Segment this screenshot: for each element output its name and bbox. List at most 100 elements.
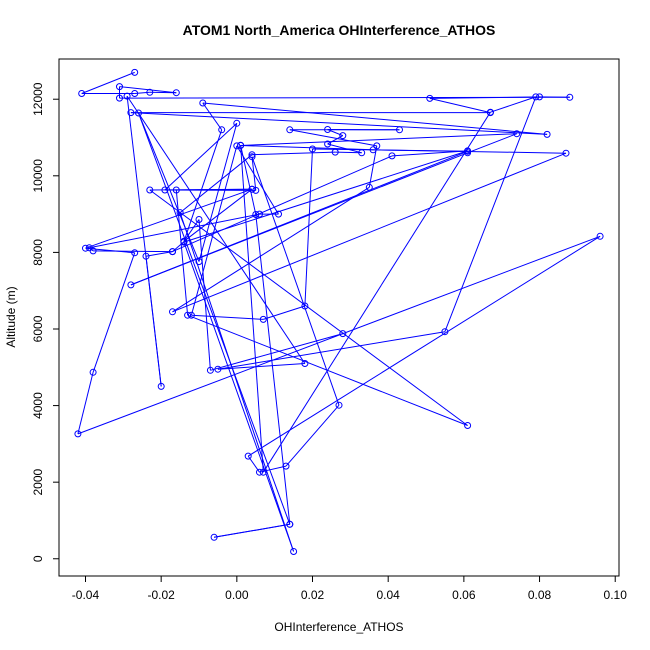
data-point xyxy=(464,149,472,157)
data-point xyxy=(335,401,343,409)
data-point xyxy=(301,302,309,310)
data-point xyxy=(142,252,150,260)
series-line-segment xyxy=(263,305,306,320)
data-point xyxy=(78,90,86,97)
data-point xyxy=(331,148,339,156)
x-tick-label: 0.10 xyxy=(604,588,628,602)
data-point xyxy=(339,132,347,140)
y-tick-label: 8000 xyxy=(31,239,45,266)
series-line-segment xyxy=(198,219,211,371)
series-line-segment xyxy=(247,235,601,457)
data-point xyxy=(252,211,260,218)
series-line-segment xyxy=(490,96,536,113)
data-point xyxy=(275,210,282,218)
series-line-segment xyxy=(240,145,374,151)
series-line-segment xyxy=(179,212,295,552)
series-line-segment xyxy=(172,186,370,313)
data-point xyxy=(233,142,241,150)
series-line-segment xyxy=(85,188,253,249)
series-line-segment xyxy=(259,465,287,473)
data-point xyxy=(146,186,154,194)
data-point xyxy=(441,328,449,336)
data-point xyxy=(309,145,316,153)
series-line-segment xyxy=(391,150,468,157)
data-point xyxy=(248,151,256,159)
data-point xyxy=(157,382,165,390)
data-point xyxy=(426,94,434,102)
data-point xyxy=(127,109,135,117)
series-line-segment xyxy=(202,102,223,131)
data-point xyxy=(536,93,543,101)
data-point xyxy=(339,330,347,338)
series-line-segment xyxy=(240,133,517,146)
data-point xyxy=(195,258,203,266)
data-point xyxy=(532,93,540,101)
data-point xyxy=(161,186,169,194)
x-axis: -0.04 -0.02 0.00 0.02 0.04 0.06 0.08 0.10 xyxy=(72,575,628,602)
series-line-segment xyxy=(289,129,377,147)
data-point xyxy=(169,248,176,256)
series-line-segment xyxy=(183,150,468,243)
series-line-segment xyxy=(149,189,468,426)
series-line-segment xyxy=(467,133,517,154)
series-line-segment xyxy=(251,156,340,406)
data-point xyxy=(248,185,256,193)
chart-title: ATOM1 North_America OHInterference_ATHOS xyxy=(183,22,496,38)
y-tick-label: 4000 xyxy=(31,392,45,419)
series-line-segment xyxy=(251,156,257,191)
series-line-segment xyxy=(179,154,253,213)
y-tick-label: 10000 xyxy=(31,159,45,193)
series-line-segment xyxy=(251,151,336,156)
series-line-segment xyxy=(81,71,135,94)
x-tick-label: -0.04 xyxy=(72,588,100,602)
x-tick-label: 0.00 xyxy=(225,588,249,602)
data-point xyxy=(172,89,180,97)
series-line-segment xyxy=(172,155,393,253)
series-line-segment xyxy=(335,151,362,154)
data-point xyxy=(180,237,188,245)
series-line-segment xyxy=(187,314,468,426)
series-line-segment xyxy=(240,145,257,215)
data-point xyxy=(252,186,260,194)
y-tick-label: 2000 xyxy=(31,469,45,496)
data-point xyxy=(301,360,309,367)
series-line-segment xyxy=(130,112,548,135)
data-point xyxy=(358,149,366,157)
x-tick-label: 0.04 xyxy=(377,588,401,602)
data-point xyxy=(214,365,222,373)
plot-frame xyxy=(58,58,620,577)
data-point xyxy=(286,520,294,528)
data-point xyxy=(596,232,604,240)
data-point xyxy=(369,146,377,154)
x-axis-label: OHInterference_ATHOS xyxy=(274,620,403,634)
series-line-segment xyxy=(202,102,548,135)
data-point xyxy=(195,216,203,223)
series-line-segment xyxy=(214,523,290,538)
data-point xyxy=(131,249,139,257)
series-line-segment xyxy=(183,241,295,552)
data-point xyxy=(82,244,89,252)
data-point xyxy=(464,147,472,155)
data-point xyxy=(210,533,218,541)
data-point xyxy=(464,422,472,429)
y-tick-label: 12000 xyxy=(31,82,45,116)
data-point xyxy=(184,311,192,319)
series-line-segment xyxy=(175,189,189,316)
series-line-segment xyxy=(138,112,291,525)
series-line-segment xyxy=(176,188,253,191)
series-line-segment xyxy=(183,188,253,242)
x-tick-label: 0.02 xyxy=(301,588,325,602)
data-point xyxy=(373,142,381,150)
data-point xyxy=(259,315,267,323)
data-point xyxy=(256,210,263,218)
series-line-segment xyxy=(429,97,491,114)
series-line-segment xyxy=(89,213,260,249)
data-point xyxy=(89,368,97,376)
y-axis: 0 2000 4000 6000 8000 10000 12000 xyxy=(31,82,60,562)
data-point xyxy=(169,308,176,316)
series-line-segment xyxy=(183,129,223,242)
series-line-segment xyxy=(134,91,150,94)
series-line-segment xyxy=(304,148,313,307)
series-line-segment xyxy=(190,145,238,316)
series-line-segment xyxy=(164,122,238,191)
